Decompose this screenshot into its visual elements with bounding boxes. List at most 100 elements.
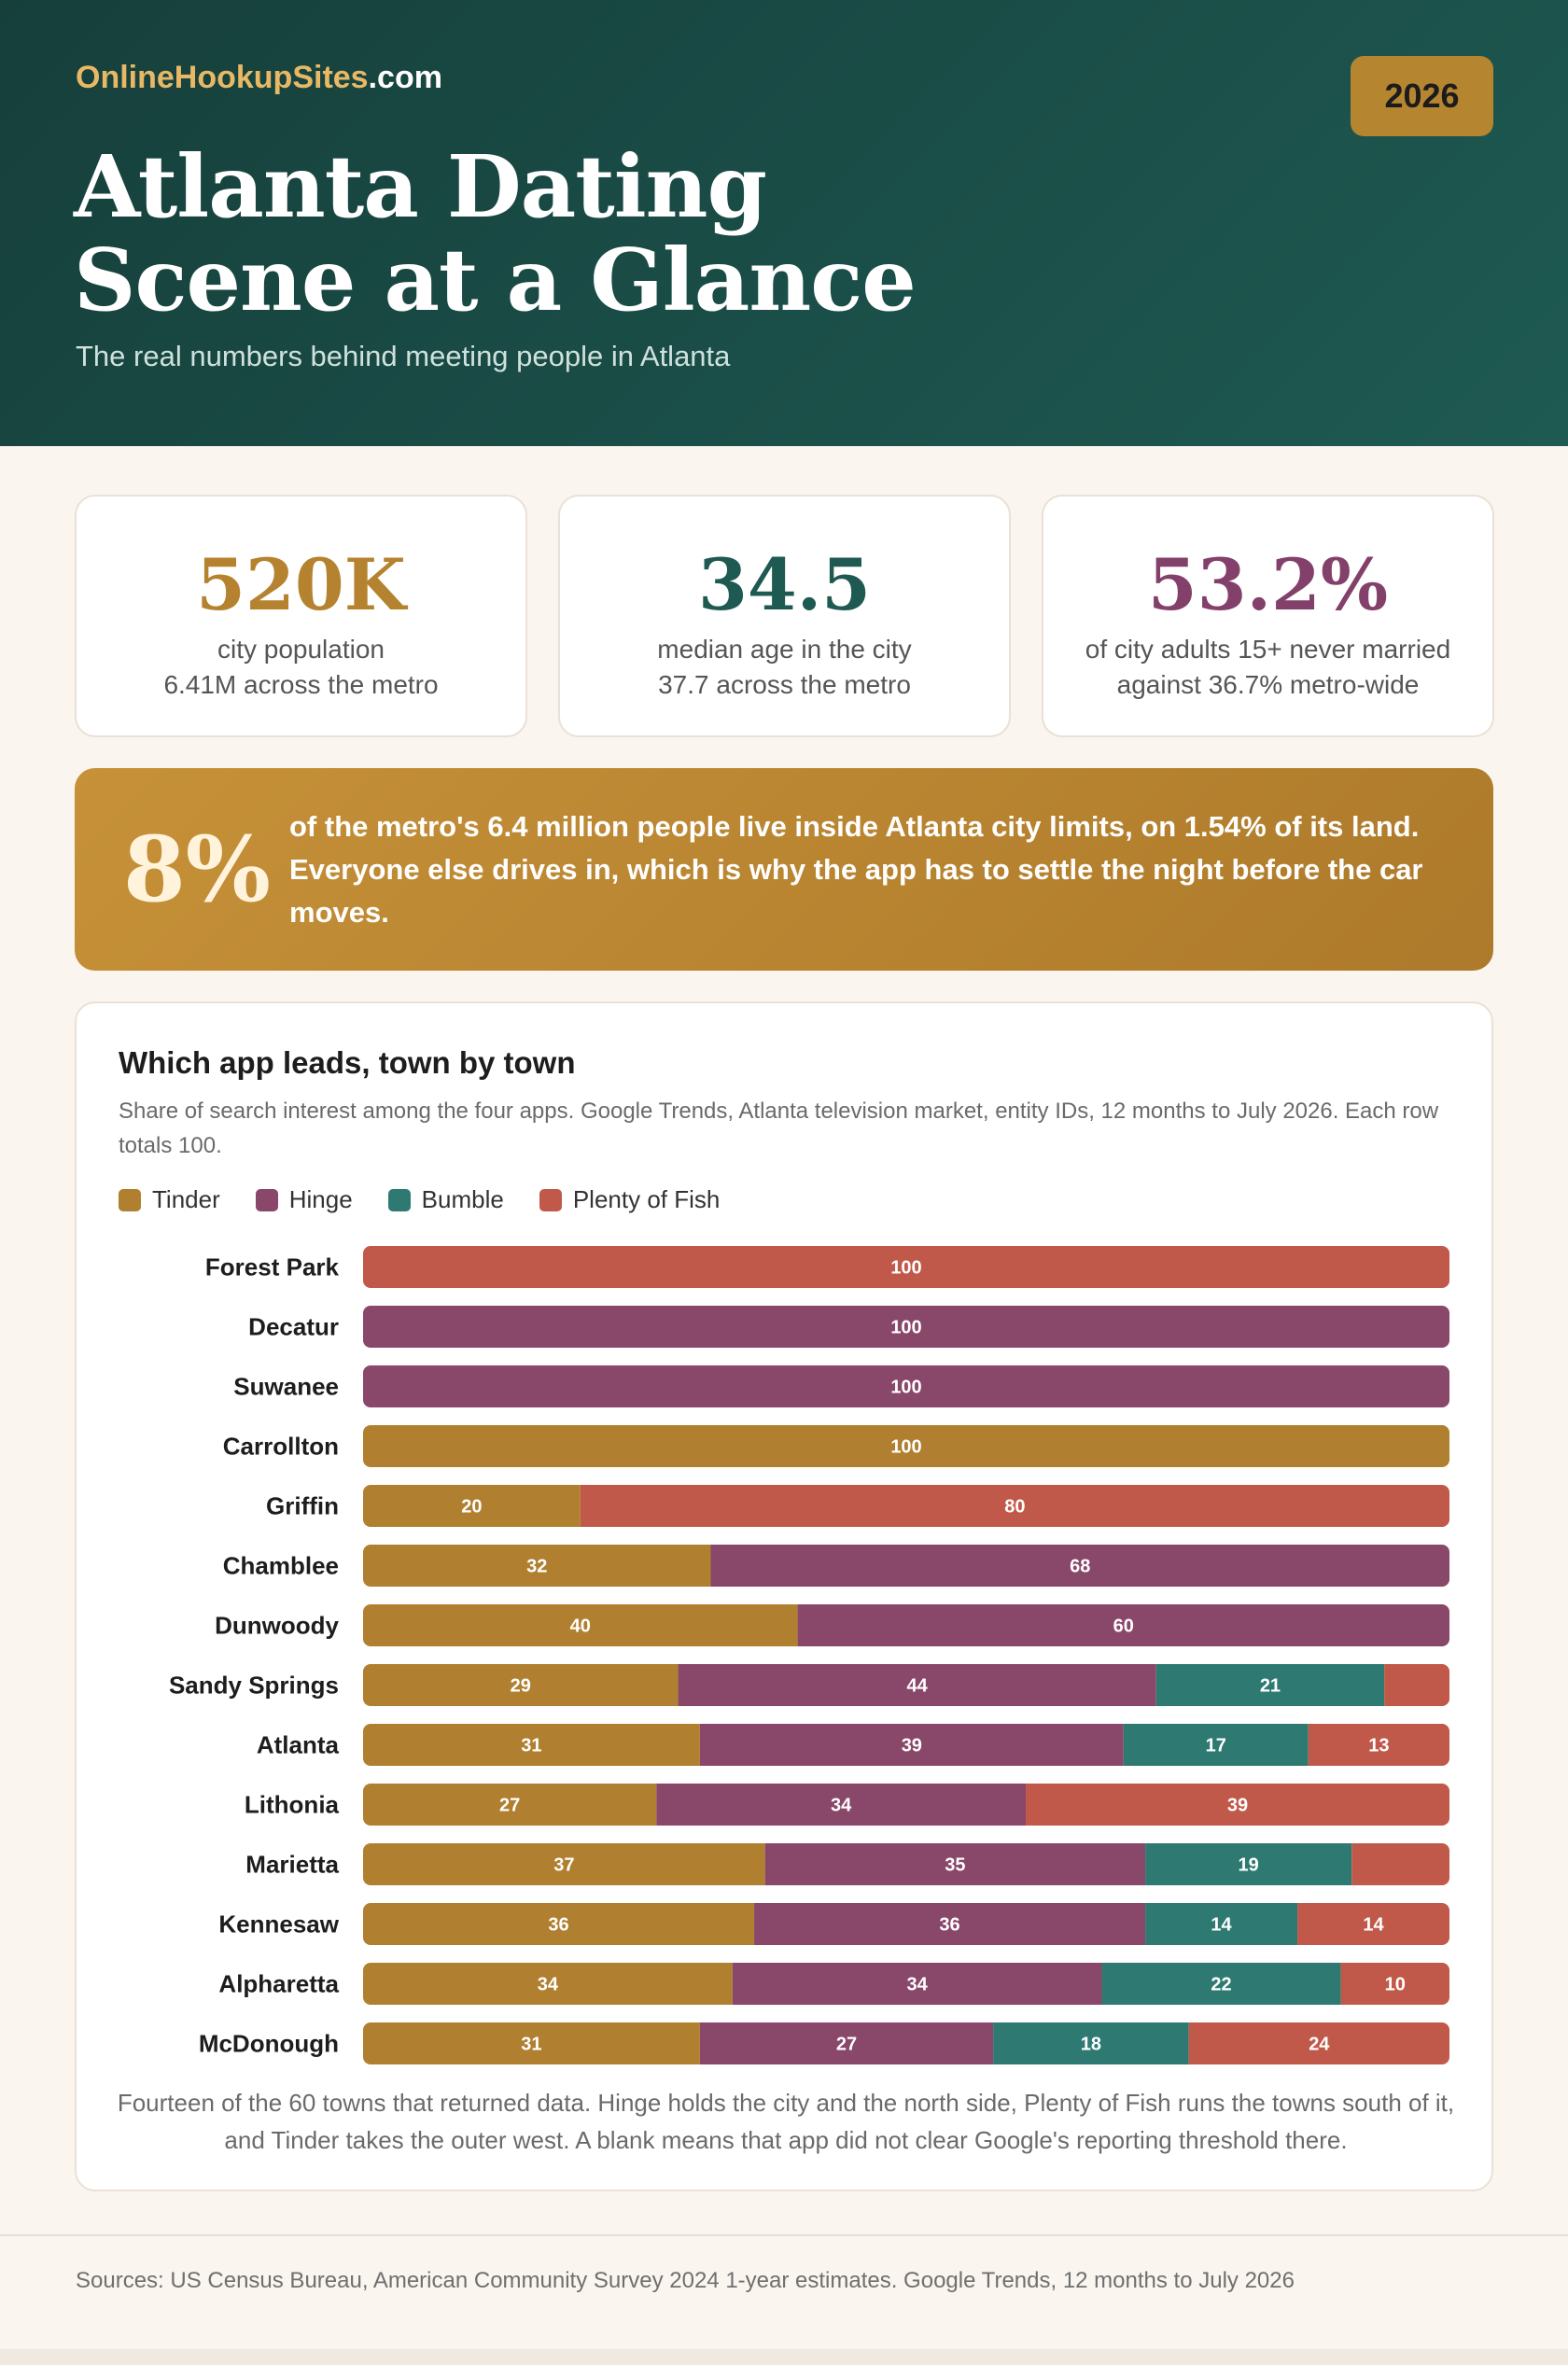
- value-label: 68: [1070, 1557, 1090, 1577]
- value-label: 39: [902, 1736, 922, 1756]
- category-label-sandy-springs: Sandy Springs: [169, 1672, 339, 1700]
- bar-segment-plenty-of-fish: [1351, 1843, 1449, 1885]
- bar-segment-plenty-of-fish: [1297, 1903, 1449, 1945]
- bar-row-alpharetta: [363, 1963, 1449, 2005]
- stat-card-never-married: 53.2% of city adults 15+ never married a…: [1042, 495, 1494, 737]
- bottom-strip: [0, 2349, 1568, 2365]
- stat-card-population: 520K city population 6.41M across the me…: [75, 495, 527, 737]
- chart-legend: Tinder Hinge Bumble Plenty of Fish: [119, 1185, 720, 1214]
- value-label: 29: [511, 1676, 531, 1697]
- stat-sublabel: 6.41M across the metro: [163, 670, 439, 699]
- category-label-chamblee: Chamblee: [223, 1552, 339, 1580]
- bar-segment-tinder: [363, 1545, 711, 1587]
- category-label-atlanta: Atlanta: [257, 1731, 340, 1759]
- page-subtitle: The real numbers behind meeting people i…: [76, 340, 731, 372]
- stat-value: 53.2%: [1147, 543, 1389, 626]
- bar-segment-plenty-of-fish: [363, 1246, 1449, 1288]
- bar-row-sandy-springs: [363, 1664, 1449, 1706]
- category-label-mcdonough: McDonough: [199, 2030, 339, 2058]
- legend-swatch: [539, 1188, 562, 1211]
- bar-segment-hinge: [699, 2022, 994, 2064]
- value-label: 60: [1113, 1616, 1134, 1637]
- bar-row-forest-park: [363, 1246, 1449, 1288]
- bar-row-decatur: [363, 1306, 1449, 1348]
- bar-row-dunwoody: [363, 1604, 1449, 1646]
- year-badge: 2026: [1351, 56, 1493, 136]
- value-label: 17: [1206, 1736, 1226, 1756]
- value-label: 18: [1081, 2035, 1101, 2055]
- category-label-marietta: Marietta: [245, 1851, 339, 1879]
- legend-item-hinge: Hinge: [255, 1185, 353, 1214]
- value-label: 36: [548, 1915, 568, 1936]
- bar-segment-tinder: [363, 1784, 657, 1826]
- value-label: 100: [890, 1258, 921, 1279]
- value-label: 27: [499, 1796, 520, 1816]
- legend-label: Tinder: [152, 1185, 220, 1213]
- banner-text: of the metro's 6.4 million people live i…: [289, 810, 1423, 929]
- bar-row-marietta: [363, 1843, 1449, 1885]
- legend-label: Hinge: [288, 1185, 353, 1213]
- bar-segment-hinge: [732, 1963, 1102, 2005]
- stat-card-median-age: 34.5 median age in the city 37.7 across …: [558, 495, 1011, 737]
- category-label-alpharetta: Alpharetta: [218, 1970, 339, 1998]
- brand-logo[interactable]: OnlineHookupSites.com: [76, 60, 442, 96]
- value-label: 13: [1368, 1736, 1389, 1756]
- bar-row-atlanta: [363, 1724, 1449, 1766]
- value-label: 34: [538, 1975, 559, 1995]
- stat-label: of city adults 15+ never married: [1085, 635, 1451, 664]
- legend-label: Bumble: [421, 1185, 504, 1213]
- value-label: 24: [1309, 2035, 1330, 2055]
- bar-segment-bumble: [993, 2022, 1189, 2064]
- bar-segment-hinge: [710, 1545, 1449, 1587]
- value-label: 39: [1227, 1796, 1248, 1816]
- legend-swatch: [255, 1188, 278, 1211]
- stat-sublabel: 37.7 across the metro: [658, 670, 911, 699]
- bar-segment-bumble: [1123, 1724, 1309, 1766]
- stat-value: 34.5: [697, 543, 872, 626]
- bar-segment-tinder: [363, 1843, 765, 1885]
- legend-swatch: [119, 1188, 141, 1211]
- bar-segment-tinder: [363, 2022, 700, 2064]
- bar-segment-tinder: [363, 1664, 679, 1706]
- legend-item-tinder: Tinder: [119, 1185, 220, 1214]
- header-banner: OnlineHookupSites.com 2026 Atlanta Datin…: [0, 0, 1568, 446]
- bar-segment-plenty-of-fish: [1384, 1664, 1449, 1706]
- category-label-griffin: Griffin: [266, 1492, 339, 1520]
- stat-label: city population: [217, 635, 385, 664]
- category-label-decatur: Decatur: [248, 1313, 339, 1341]
- bar-segment-plenty-of-fish: [1026, 1784, 1449, 1826]
- bar-segment-tinder: [363, 1903, 755, 1945]
- value-label: 44: [907, 1676, 929, 1697]
- legend-label: Plenty of Fish: [572, 1185, 721, 1213]
- sources-note: Sources: US Census Bureau, American Comm…: [76, 2268, 1295, 2293]
- bar-segment-tinder: [363, 1425, 1449, 1467]
- bar-segment-bumble: [1145, 1843, 1352, 1885]
- title-line-2: Scene at a Glance: [74, 230, 917, 330]
- value-label: 35: [945, 1855, 965, 1876]
- chart-title: Which app leads, town by town: [119, 1045, 576, 1080]
- bar-segment-hinge: [754, 1903, 1146, 1945]
- chart-footnote: Fourteen of the 60 towns that returned d…: [117, 2089, 1455, 2154]
- bar-row-mcdonough: [363, 2022, 1449, 2064]
- bar-segment-plenty-of-fish: [580, 1485, 1449, 1527]
- category-label-lithonia: Lithonia: [245, 1791, 340, 1819]
- value-label: 31: [521, 2035, 541, 2055]
- bar-segment-hinge: [656, 1784, 1027, 1826]
- brand-domain: .com: [368, 60, 442, 95]
- bar-row-kennesaw: [363, 1903, 1449, 1945]
- bar-segment-tinder: [363, 1724, 700, 1766]
- value-label: 10: [1385, 1975, 1406, 1995]
- bar-segment-tinder: [363, 1604, 798, 1646]
- category-label-dunwoody: Dunwoody: [215, 1612, 339, 1640]
- bar-segment-hinge: [363, 1306, 1449, 1348]
- bar-segment-bumble: [1155, 1664, 1385, 1706]
- footer-divider: [0, 2234, 1568, 2236]
- value-label: 21: [1260, 1676, 1281, 1697]
- title-line-1: Atlanta Dating: [74, 136, 767, 237]
- bar-row-lithonia: [363, 1784, 1449, 1826]
- bar-row-suwanee: [363, 1365, 1449, 1407]
- value-label: 31: [521, 1736, 541, 1756]
- chart-card: Which app leads, town by town Share of s…: [75, 1001, 1493, 2191]
- chart-description: Share of search interest among the four …: [119, 1099, 1439, 1158]
- value-label: 100: [890, 1318, 921, 1338]
